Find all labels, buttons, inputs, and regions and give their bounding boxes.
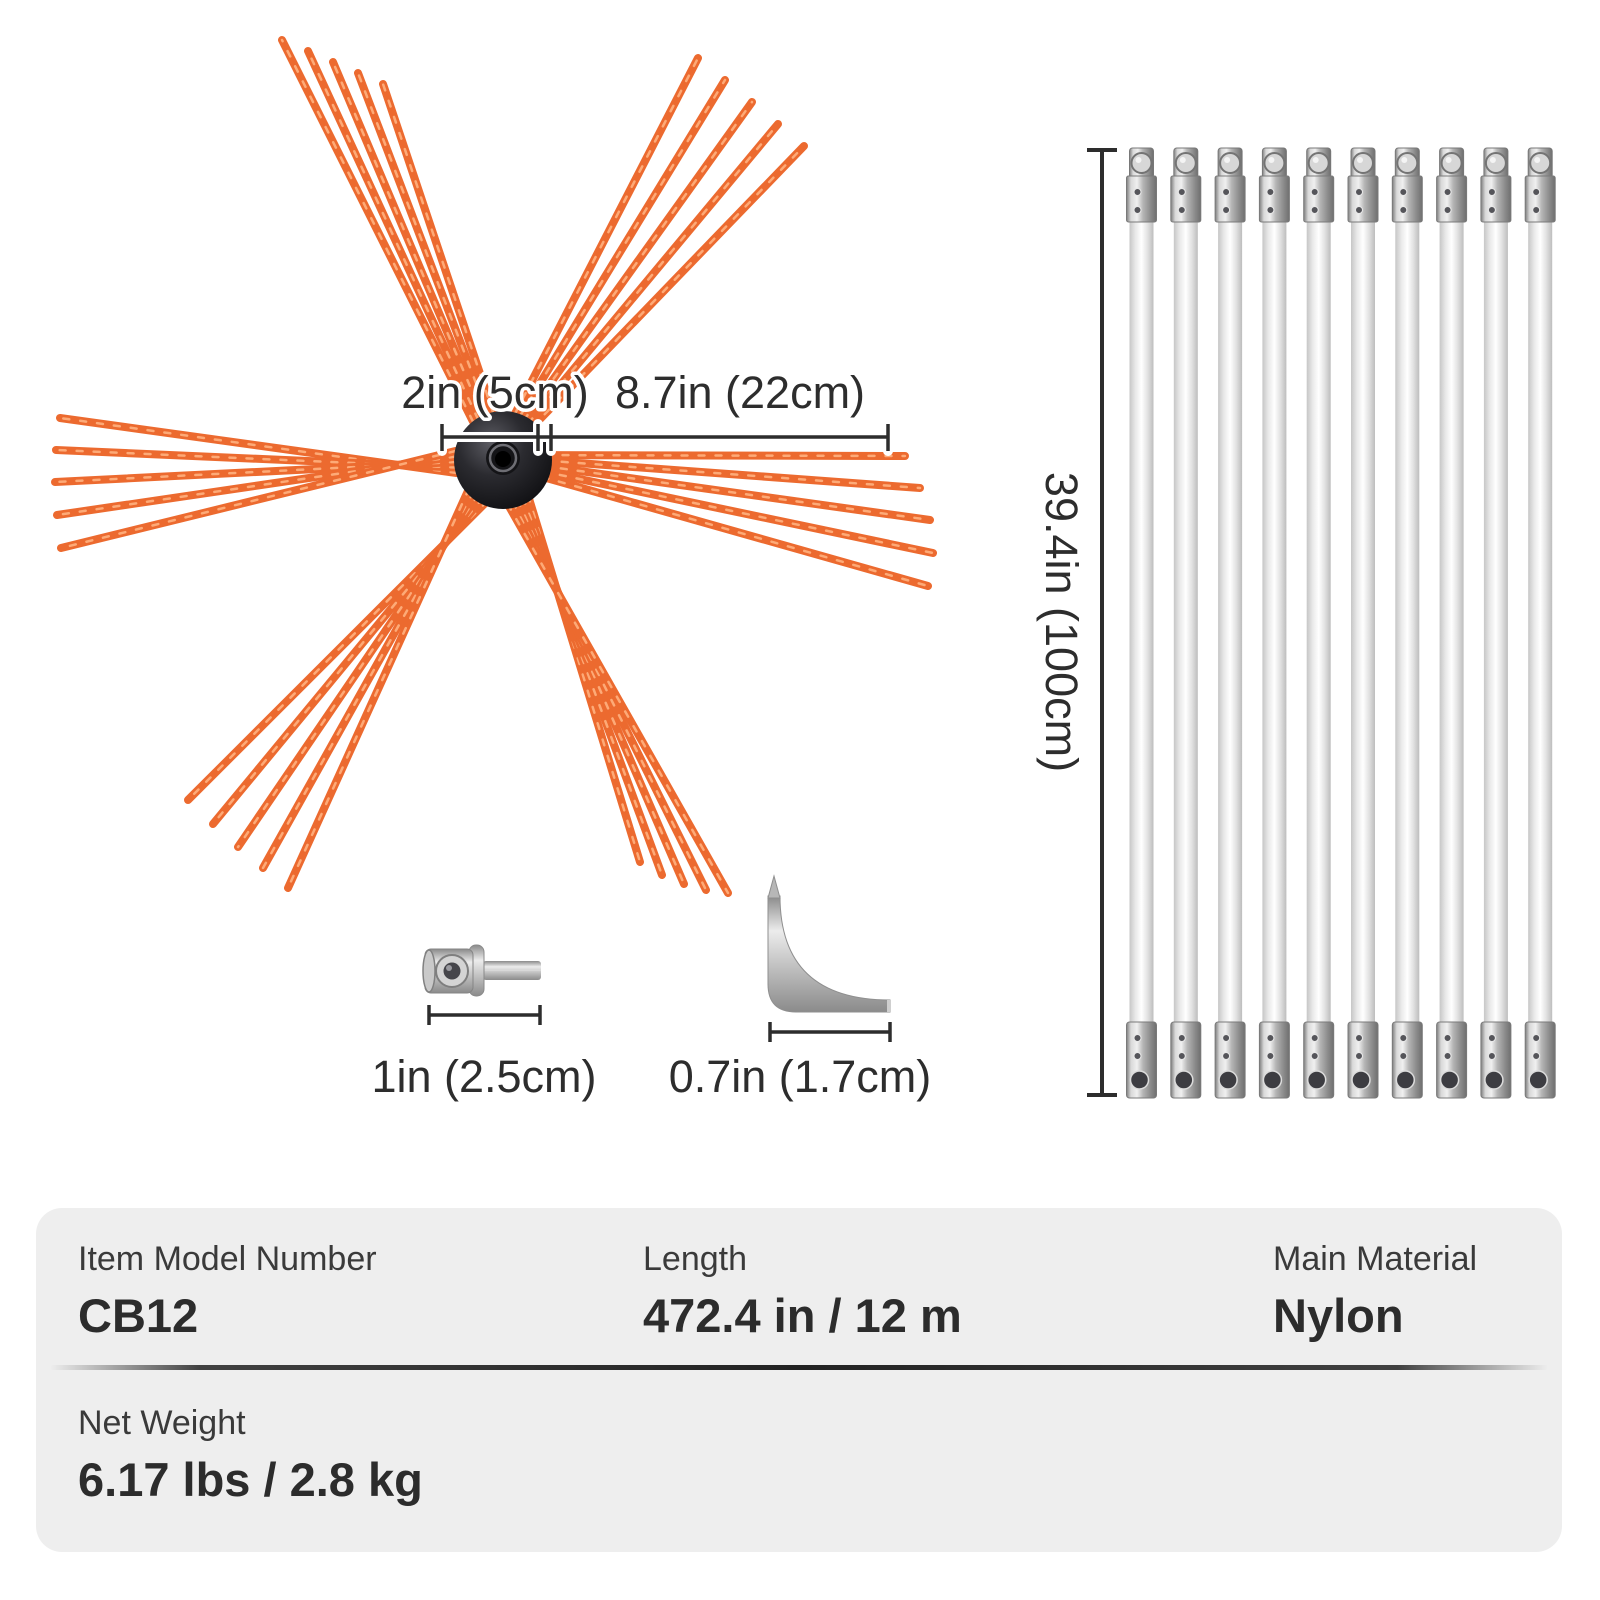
- hex-key: [767, 874, 891, 1013]
- spec-panel: Item Model Number CB12 Length 472.4 in /…: [36, 1208, 1562, 1552]
- extension-rod: [1436, 147, 1468, 1099]
- bristle-arm: [51, 414, 461, 552]
- drill-adapter-bit: [422, 944, 541, 997]
- spec-net-weight: Net Weight 6.17 lbs / 2.8 kg: [78, 1402, 423, 1508]
- rods-dimension: 39.4in (100cm): [1036, 148, 1117, 1097]
- spec-length: Length 472.4 in / 12 m: [643, 1238, 962, 1344]
- adapter-length-label: 1in (2.5cm): [371, 1051, 596, 1102]
- extension-rod: [1170, 147, 1202, 1099]
- adapter-dimension: 1in (2.5cm): [371, 1005, 597, 1102]
- diagram-canvas: 2in (5cm) 8.7in (22cm) 39.4in (100cm): [51, 36, 1556, 1102]
- extension-rod: [1303, 147, 1335, 1099]
- brush-dimension: 2in (5cm) 8.7in (22cm): [398, 364, 893, 456]
- spec-divider: [50, 1365, 1548, 1370]
- hexkey-length-label: 0.7in (1.7cm): [669, 1051, 932, 1102]
- spec-value: CB12: [78, 1289, 199, 1342]
- bristle-arm: [538, 451, 937, 590]
- extension-rods: [1126, 147, 1556, 1099]
- spec-value: Nylon: [1273, 1289, 1404, 1342]
- extension-rod: [1524, 147, 1556, 1099]
- spec-label: Net Weight: [78, 1404, 246, 1442]
- extension-rod: [1126, 147, 1157, 1099]
- bristle-arm: [278, 36, 498, 426]
- spec-value: 6.17 lbs / 2.8 kg: [78, 1453, 423, 1506]
- bristle-arm: [503, 491, 732, 897]
- extension-rod: [1480, 147, 1512, 1099]
- spec-material: Main Material Nylon: [1273, 1238, 1477, 1344]
- spec-value: 472.4 in / 12 m: [643, 1289, 962, 1342]
- hexkey-dimension: 0.7in (1.7cm): [669, 1022, 932, 1102]
- extension-rod: [1347, 147, 1379, 1099]
- hub-width-label: 2in (5cm): [401, 367, 589, 418]
- extension-rod: [1258, 147, 1290, 1099]
- bristle-length-label: 8.7in (22cm): [615, 367, 865, 418]
- spec-label: Item Model Number: [78, 1240, 377, 1278]
- spec-item-model: Item Model Number CB12: [78, 1238, 377, 1344]
- bristle-arm: [511, 54, 808, 431]
- spec-label: Length: [643, 1240, 747, 1278]
- rod-length-label: 39.4in (100cm): [1036, 472, 1087, 772]
- extension-rod: [1214, 147, 1246, 1099]
- extension-rod: [1391, 147, 1423, 1099]
- brush-bristle-arms: [51, 36, 937, 897]
- bristle-arm: [184, 484, 492, 892]
- spec-label: Main Material: [1273, 1240, 1478, 1278]
